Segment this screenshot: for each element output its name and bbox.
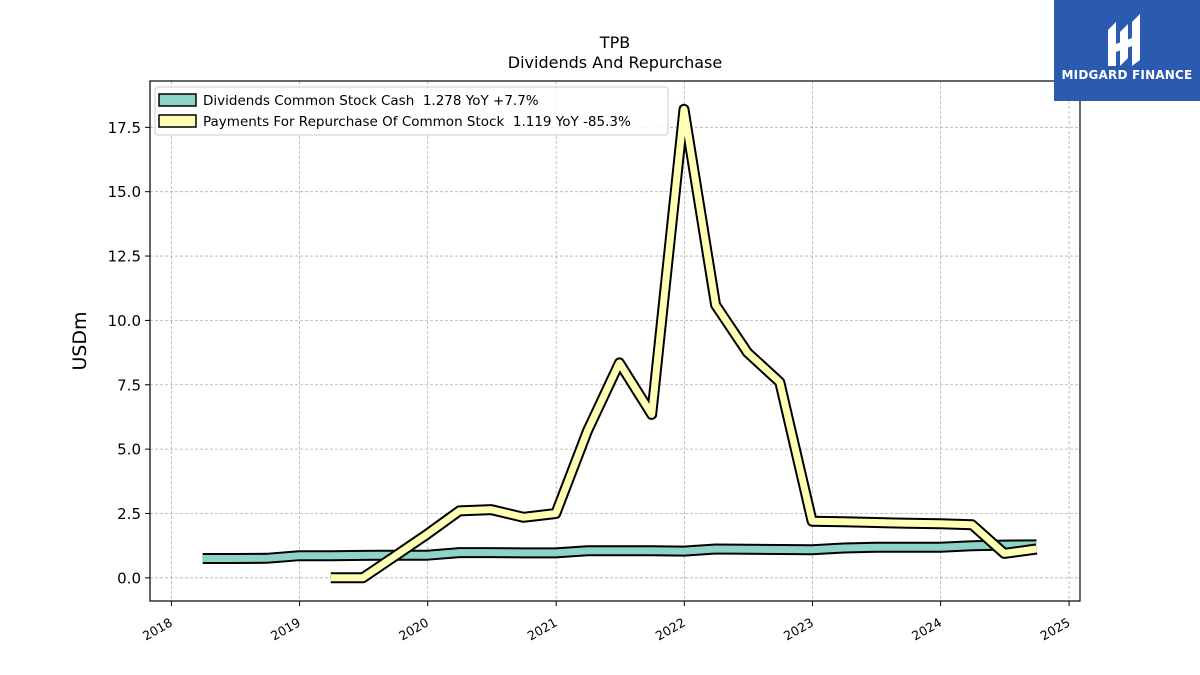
y-tick-label: 2.5	[117, 505, 141, 523]
y-tick-label: 5.0	[117, 441, 141, 459]
y-tick-label: 12.5	[108, 248, 141, 266]
x-axis: 2018 2019 2020 2021 2022 2023 2024 2025	[140, 601, 1073, 644]
x-tick-label: 2024	[909, 615, 944, 644]
x-tick-label: 2019	[268, 615, 303, 644]
y-tick-label: 15.0	[108, 183, 141, 201]
chart-subtitle: Dividends And Repurchase	[508, 53, 722, 72]
legend: Dividends Common Stock Cash 1.278 YoY +7…	[154, 86, 669, 136]
plot-frame	[149, 80, 1081, 602]
series-layer	[202, 103, 1038, 584]
chart-title: TPB	[599, 33, 630, 52]
x-tick-label: 2021	[525, 615, 560, 644]
legend-label-dividends: Dividends Common Stock Cash 1.278 YoY +7…	[203, 93, 539, 109]
logo-text: MIDGARD FINANCE	[1061, 68, 1193, 82]
legend-box	[154, 86, 669, 136]
legend-swatch-dividends	[158, 93, 197, 107]
legend-label-repurchase: Payments For Repurchase Of Common Stock …	[203, 114, 631, 130]
y-tick-label: 7.5	[117, 376, 141, 394]
logo-mark-icon	[1108, 14, 1140, 66]
series-line-outline-repurchase	[330, 103, 1038, 584]
series-line-repurchase	[330, 105, 1037, 582]
y-tick-label: 17.5	[108, 119, 141, 137]
x-tick-label: 2023	[781, 615, 816, 644]
x-tick-label: 2020	[396, 615, 431, 644]
y-axis-label: USDm	[69, 311, 91, 370]
x-tick-label: 2025	[1038, 615, 1073, 644]
legend-swatch-repurchase	[158, 114, 197, 128]
y-axis: 0.0 2.5 5.0 7.5 10.0 12.5 15.0 17.5	[108, 119, 150, 587]
series-line-dividends	[202, 541, 1037, 562]
x-tick-label: 2018	[140, 615, 175, 644]
y-tick-label: 0.0	[117, 569, 141, 587]
y-tick-label: 10.0	[108, 312, 141, 330]
x-tick-label: 2022	[653, 615, 688, 644]
brand-logo: MIDGARD FINANCE	[1054, 0, 1200, 101]
